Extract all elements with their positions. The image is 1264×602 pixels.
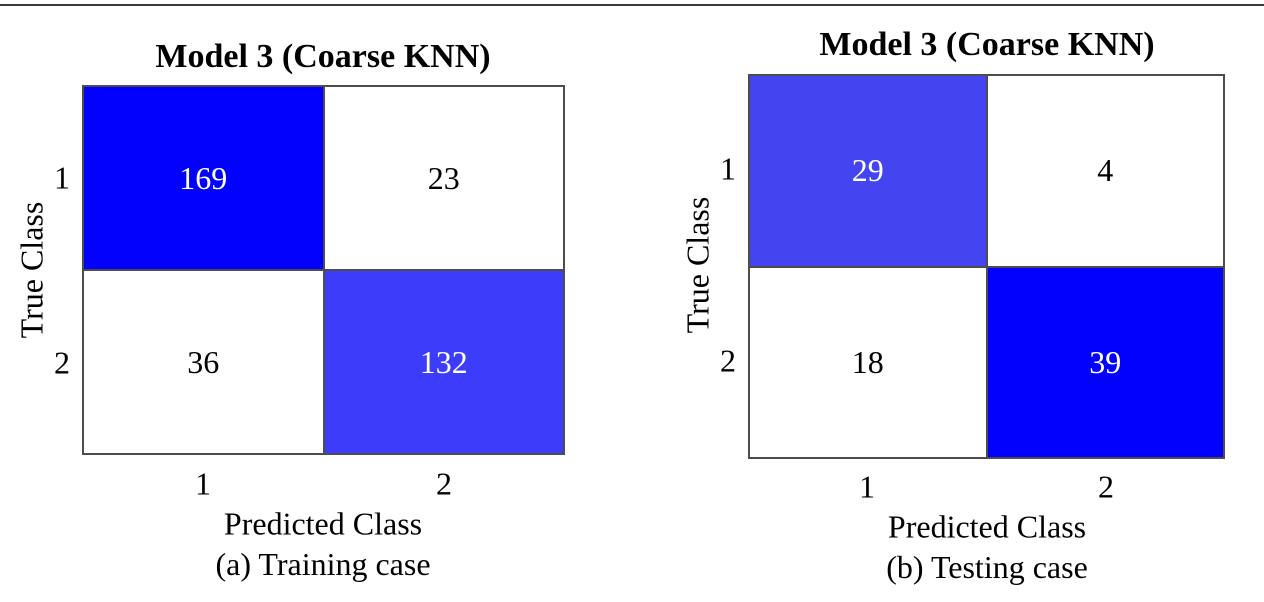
- panel-b-title: Model 3 (Coarse KNN): [819, 26, 1155, 63]
- panel-b-confusion-matrix: 29 4 18 39: [748, 74, 1225, 459]
- panel-b-ytick-1: 1: [720, 150, 736, 187]
- panel-a-cell-r1c2: 23: [324, 87, 563, 269]
- panel-a-cell-r2c1: 36: [84, 271, 323, 453]
- panel-b-ytick-2: 2: [720, 342, 736, 379]
- panel-a-xlabel: Predicted Class: [223, 505, 423, 542]
- panel-a-xtick-1: 1: [195, 465, 211, 502]
- panel-a-ytick-2: 2: [54, 344, 70, 381]
- panel-b-cell-r2c2: 39: [987, 267, 1223, 457]
- panel-b-xtick-1: 1: [859, 468, 875, 505]
- panel-b-cell-r2c1: 18: [750, 267, 986, 457]
- panel-b-cell-r1c2: 4: [987, 76, 1223, 266]
- panel-b-xlabel: Predicted Class: [887, 508, 1087, 545]
- panel-a-caption: (a) Training case: [215, 546, 431, 582]
- panel-a-cell-r2c2: 132: [324, 271, 563, 453]
- panel-a-ytick-1: 1: [54, 159, 70, 196]
- top-divider-rule: [0, 4, 1264, 6]
- panel-a-cell-r1c1: 169: [84, 87, 323, 269]
- panel-b-xtick-2: 2: [1098, 468, 1114, 505]
- panel-a-xtick-2: 2: [436, 465, 452, 502]
- panel-a-title: Model 3 (Coarse KNN): [155, 38, 491, 75]
- panel-a-ylabel: True Class: [13, 201, 50, 339]
- panel-b-caption: (b) Testing case: [886, 549, 1088, 585]
- panel-a-confusion-matrix: 169 23 36 132: [82, 85, 565, 455]
- panel-b-ylabel: True Class: [679, 196, 716, 334]
- panel-b-cell-r1c1: 29: [750, 76, 986, 266]
